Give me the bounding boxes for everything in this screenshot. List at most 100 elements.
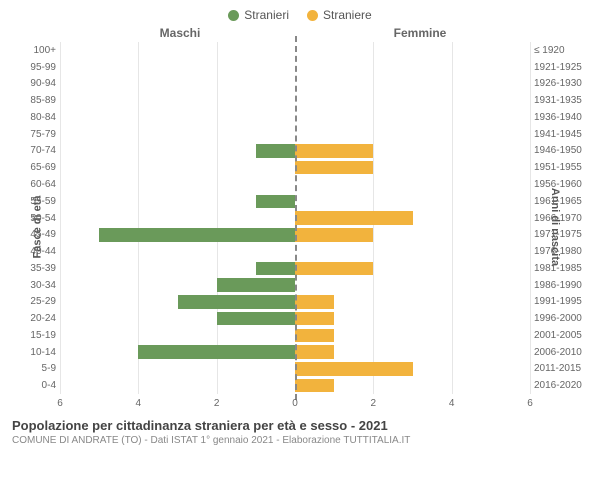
swatch-female bbox=[307, 10, 318, 21]
age-label: 70-74 bbox=[10, 145, 56, 156]
female-half bbox=[295, 310, 530, 327]
female-bar bbox=[295, 211, 413, 224]
chart-area: Fasce di età Anni di nascita 100+≤ 19209… bbox=[10, 42, 590, 412]
x-tick: 6 bbox=[57, 398, 63, 409]
age-label: 15-19 bbox=[10, 330, 56, 341]
female-half bbox=[295, 159, 530, 176]
female-half bbox=[295, 210, 530, 227]
male-half bbox=[60, 361, 295, 378]
birth-label: 1921-1925 bbox=[534, 62, 590, 73]
birth-label: 1936-1940 bbox=[534, 112, 590, 123]
zero-axis bbox=[295, 36, 297, 400]
female-half bbox=[295, 126, 530, 143]
male-bar bbox=[256, 144, 295, 157]
female-bar bbox=[295, 345, 334, 358]
age-label: 0-4 bbox=[10, 380, 56, 391]
female-half bbox=[295, 293, 530, 310]
birth-label: 1991-1995 bbox=[534, 296, 590, 307]
female-half bbox=[295, 327, 530, 344]
male-half bbox=[60, 92, 295, 109]
x-tick: 4 bbox=[449, 398, 455, 409]
birth-label: 1956-1960 bbox=[534, 179, 590, 190]
female-half bbox=[295, 361, 530, 378]
female-half bbox=[295, 59, 530, 76]
legend-female: Straniere bbox=[307, 8, 372, 22]
age-label: 35-39 bbox=[10, 263, 56, 274]
birth-label: 1951-1955 bbox=[534, 162, 590, 173]
female-bar bbox=[295, 228, 373, 241]
female-bar bbox=[295, 379, 334, 392]
birth-label: 2011-2015 bbox=[534, 363, 590, 374]
age-label: 25-29 bbox=[10, 296, 56, 307]
female-half bbox=[295, 109, 530, 126]
female-bar bbox=[295, 295, 334, 308]
legend-male: Stranieri bbox=[228, 8, 289, 22]
male-half bbox=[60, 76, 295, 93]
male-bar bbox=[256, 262, 295, 275]
male-bar bbox=[178, 295, 296, 308]
birth-label: 1931-1935 bbox=[534, 95, 590, 106]
age-label: 20-24 bbox=[10, 313, 56, 324]
birth-label: ≤ 1920 bbox=[534, 45, 590, 56]
male-half bbox=[60, 260, 295, 277]
male-half bbox=[60, 193, 295, 210]
age-label: 65-69 bbox=[10, 162, 56, 173]
age-label: 30-34 bbox=[10, 280, 56, 291]
age-label: 60-64 bbox=[10, 179, 56, 190]
birth-label: 2001-2005 bbox=[534, 330, 590, 341]
birth-label: 2016-2020 bbox=[534, 380, 590, 391]
female-half bbox=[295, 42, 530, 59]
age-label: 10-14 bbox=[10, 347, 56, 358]
age-label: 45-49 bbox=[10, 229, 56, 240]
male-bar bbox=[138, 345, 295, 358]
birth-label: 1996-2000 bbox=[534, 313, 590, 324]
legend-male-label: Stranieri bbox=[244, 8, 289, 22]
female-half bbox=[295, 243, 530, 260]
male-half bbox=[60, 277, 295, 294]
column-headers: Maschi Femmine bbox=[0, 26, 600, 42]
age-label: 80-84 bbox=[10, 112, 56, 123]
male-bar bbox=[217, 312, 295, 325]
female-bar bbox=[295, 144, 373, 157]
male-bar bbox=[99, 228, 295, 241]
male-half bbox=[60, 126, 295, 143]
age-label: 40-44 bbox=[10, 246, 56, 257]
female-bar bbox=[295, 161, 373, 174]
age-label: 55-59 bbox=[10, 196, 56, 207]
female-half bbox=[295, 143, 530, 160]
male-half bbox=[60, 42, 295, 59]
birth-label: 1986-1990 bbox=[534, 280, 590, 291]
female-bar bbox=[295, 329, 334, 342]
male-half bbox=[60, 159, 295, 176]
x-tick: 6 bbox=[527, 398, 533, 409]
birth-label: 1966-1970 bbox=[534, 213, 590, 224]
age-label: 5-9 bbox=[10, 363, 56, 374]
x-tick: 2 bbox=[214, 398, 220, 409]
age-label: 50-54 bbox=[10, 213, 56, 224]
male-half bbox=[60, 59, 295, 76]
male-half bbox=[60, 210, 295, 227]
male-half bbox=[60, 327, 295, 344]
age-label: 75-79 bbox=[10, 129, 56, 140]
female-half bbox=[295, 176, 530, 193]
age-label: 100+ bbox=[10, 45, 56, 56]
age-label: 85-89 bbox=[10, 95, 56, 106]
female-half bbox=[295, 277, 530, 294]
birth-label: 1981-1985 bbox=[534, 263, 590, 274]
header-male: Maschi bbox=[60, 26, 300, 40]
male-half bbox=[60, 109, 295, 126]
plot-region: 100+≤ 192095-991921-192590-941926-193085… bbox=[60, 42, 530, 394]
male-bar bbox=[256, 195, 295, 208]
male-half bbox=[60, 176, 295, 193]
gridline bbox=[530, 42, 531, 394]
chart-title: Popolazione per cittadinanza straniera p… bbox=[12, 418, 588, 433]
male-half bbox=[60, 143, 295, 160]
male-bar bbox=[217, 278, 295, 291]
header-female: Femmine bbox=[300, 26, 540, 40]
female-bar bbox=[295, 312, 334, 325]
female-half bbox=[295, 92, 530, 109]
male-half bbox=[60, 344, 295, 361]
male-half bbox=[60, 377, 295, 394]
age-label: 95-99 bbox=[10, 62, 56, 73]
female-half bbox=[295, 344, 530, 361]
